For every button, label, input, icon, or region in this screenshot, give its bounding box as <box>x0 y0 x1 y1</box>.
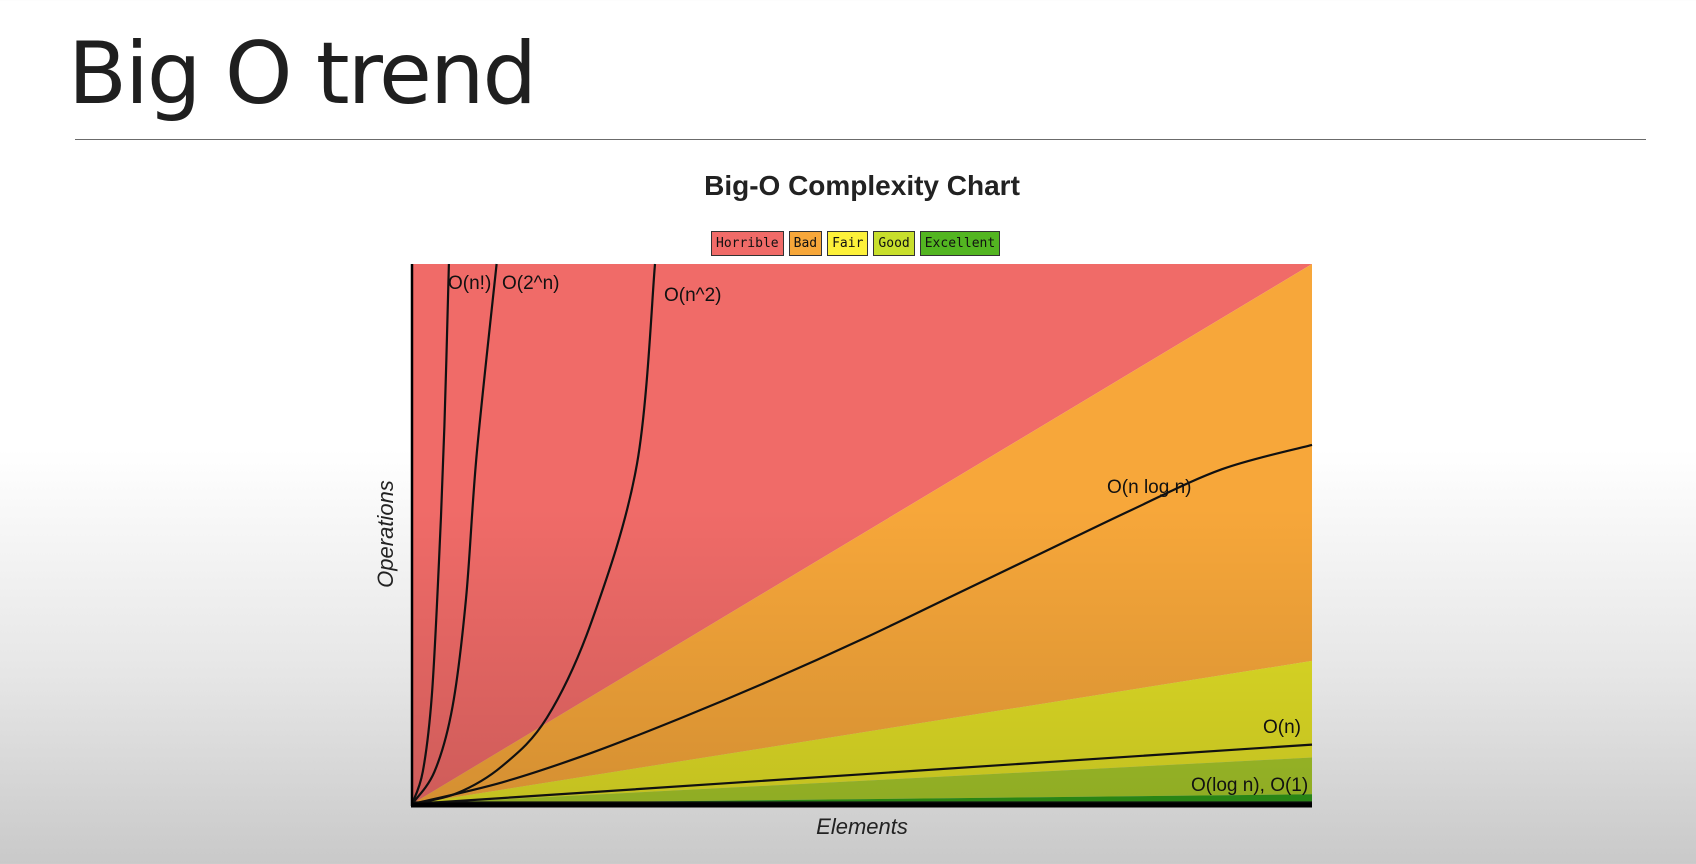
region-shade-overlay <box>412 264 1312 804</box>
chart-title: Big-O Complexity Chart <box>704 170 1020 201</box>
slide-title: Big O trend <box>68 24 537 124</box>
label-o-n-2-: O(n^2) <box>664 285 721 306</box>
y-axis-label: Operations <box>373 480 398 588</box>
legend-item-good: Good <box>873 231 915 256</box>
label-o-log-n-o-1-: O(log n), O(1) <box>1191 775 1308 796</box>
chart-axes <box>410 264 1312 808</box>
curve-o-n- <box>411 743 1313 806</box>
x-axis-label: Elements <box>816 814 908 839</box>
label-o-n-log-n-: O(n log n) <box>1107 477 1191 498</box>
label-o-2-n-: O(2^n) <box>502 273 559 294</box>
curve-o-n-log-n- <box>411 443 1313 806</box>
legend-item-excellent: Excellent <box>919 231 1001 256</box>
chart-legend: Horrible Bad Fair Good Excellent <box>711 231 1001 256</box>
title-divider <box>75 139 1646 140</box>
legend-item-horrible: Horrible <box>711 231 784 256</box>
curve-o-n- <box>410 263 450 805</box>
legend-item-fair: Fair <box>827 231 869 256</box>
label-o-n-: O(n!) <box>448 273 491 294</box>
curve-labels: O(n!) O(2^n) O(n^2) O(n log n) O(n) O(log n),… <box>448 273 1308 796</box>
legend-item-bad: Bad <box>788 231 823 256</box>
curve-o-n-2- <box>411 263 657 806</box>
curve-o-2-n- <box>411 263 498 805</box>
region-shading <box>412 264 1312 804</box>
label-o-n-: O(n) <box>1263 717 1301 738</box>
